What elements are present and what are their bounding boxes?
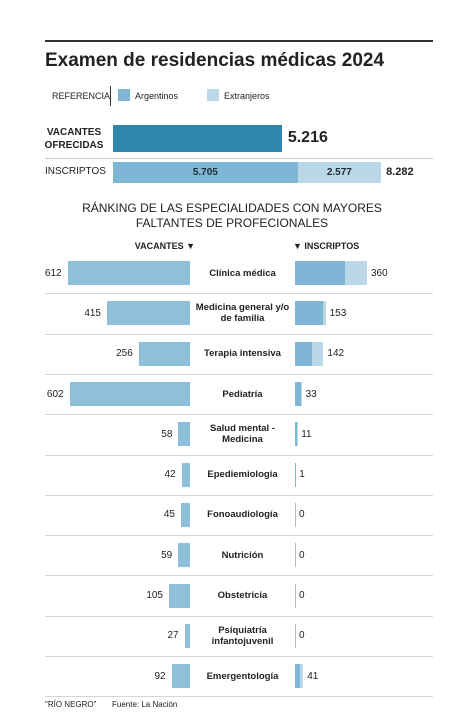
inscriptos-bar	[323, 301, 326, 326]
category-label: Clínica médica	[209, 267, 276, 279]
right-header: ▼ INSCRIPTOS	[293, 241, 360, 251]
ranking-title: RÁNKING DE LAS ESPECIALIDADES CON MAYORE…	[82, 201, 382, 230]
baseline	[295, 543, 296, 568]
vacantes-bar	[69, 382, 190, 407]
inscriptos-value: 11	[301, 428, 312, 440]
vacantes-value: 602	[46, 388, 64, 400]
applicants-bar: 5.705	[113, 162, 298, 183]
category-label: Pediatría	[222, 388, 263, 400]
inscriptos-value: 142	[327, 348, 345, 360]
inscriptos-bar	[345, 261, 367, 286]
baseline	[295, 583, 296, 608]
inscriptos-bar	[295, 382, 301, 407]
applicants-total: 8.282	[386, 166, 414, 178]
applicants-value: 2.577	[326, 167, 352, 178]
inscriptos-value: 153	[329, 307, 347, 319]
inscriptos-value: 33	[305, 388, 317, 400]
inscriptos-value: 0	[299, 630, 305, 642]
row-divider	[45, 696, 433, 698]
row-divider	[45, 414, 433, 416]
baseline	[295, 623, 296, 648]
row-divider	[45, 494, 433, 496]
row-divider	[45, 535, 433, 537]
inscriptos-bar	[295, 301, 323, 326]
source: Fuente: La Nación	[112, 700, 178, 709]
left-header: VACANTES ▼	[134, 241, 195, 251]
category-label: Nutrición	[221, 549, 264, 561]
row-divider	[45, 656, 433, 657]
applicants-value: 5.705	[192, 167, 218, 178]
inscriptos-bar	[300, 664, 304, 689]
baseline	[295, 502, 296, 527]
category-label: Psiquiatría infantojuvenil	[211, 624, 274, 647]
vacantes-bar	[178, 543, 190, 568]
vacantes-value: 42	[164, 469, 176, 481]
category-label: Salud mental - Medicina	[210, 423, 275, 446]
vacantes-value: 45	[163, 509, 175, 521]
row-divider	[45, 293, 433, 295]
category-label: Medicina general y/o de familia	[195, 302, 290, 325]
category-label: Fonoaudiología	[207, 509, 278, 521]
applicants-bar: 2.577	[297, 162, 382, 183]
inscriptos-bar	[295, 422, 297, 447]
offered-label: VACANTES OFRECIDAS	[44, 127, 104, 151]
legend-title: REFERENCIA	[52, 91, 111, 101]
baseline	[295, 462, 296, 487]
vacantes-bar	[107, 301, 190, 326]
inscriptos-value: 0	[299, 590, 305, 602]
inscriptos-value: 1	[299, 469, 305, 481]
inscriptos-bar	[312, 341, 324, 366]
category-label: Epediemiología	[207, 469, 278, 481]
vacantes-bar	[181, 462, 190, 487]
legend-label: Extranjeros	[224, 91, 270, 101]
vacantes-value: 256	[116, 348, 133, 360]
chart-title: Examen de residencias médicas 2024	[45, 50, 385, 71]
inscriptos-bar	[295, 341, 313, 366]
legend-label: Argentinos	[135, 91, 179, 101]
row-divider	[45, 373, 433, 375]
row-divider	[45, 454, 433, 456]
offered-bar	[113, 125, 282, 152]
vacantes-bar	[184, 623, 190, 648]
inscriptos-bar	[295, 261, 345, 286]
separator	[45, 158, 433, 159]
inscriptos-bar	[300, 382, 302, 407]
row-divider	[45, 333, 433, 335]
vacantes-bar	[178, 422, 190, 447]
vacantes-value: 27	[167, 630, 179, 642]
inscriptos-value: 0	[299, 549, 305, 561]
vacantes-bar	[171, 664, 190, 689]
inscriptos-value: 360	[371, 267, 388, 279]
category-label: Obstetricia	[217, 590, 268, 602]
row-divider	[45, 615, 433, 617]
top-rule	[45, 40, 433, 42]
vacantes-value: 92	[154, 670, 166, 682]
credit: "RÍO NEGRO"	[45, 700, 97, 709]
vacantes-value: 59	[161, 549, 173, 561]
vacantes-value: 415	[84, 307, 101, 319]
legend-swatch	[118, 89, 130, 101]
vacantes-bar	[181, 502, 190, 527]
applicants-label: INSCRIPTOS	[45, 166, 106, 177]
offered-value: 5.216	[287, 129, 328, 146]
vacantes-bar	[169, 583, 190, 608]
vacantes-value: 58	[161, 428, 173, 440]
vacantes-bar	[138, 341, 190, 366]
category-label: Terapia intensiva	[204, 348, 281, 360]
legend-swatch	[207, 89, 219, 101]
row-divider	[45, 575, 433, 577]
category-label: Emergentología	[206, 670, 279, 682]
vacantes-bar	[67, 261, 190, 286]
inscriptos-bar	[295, 664, 301, 689]
inscriptos-value: 0	[299, 509, 305, 521]
legend-separator	[110, 86, 111, 106]
inscriptos-value: 41	[307, 670, 319, 682]
vacantes-value: 105	[146, 590, 163, 602]
vacantes-value: 612	[44, 267, 62, 279]
